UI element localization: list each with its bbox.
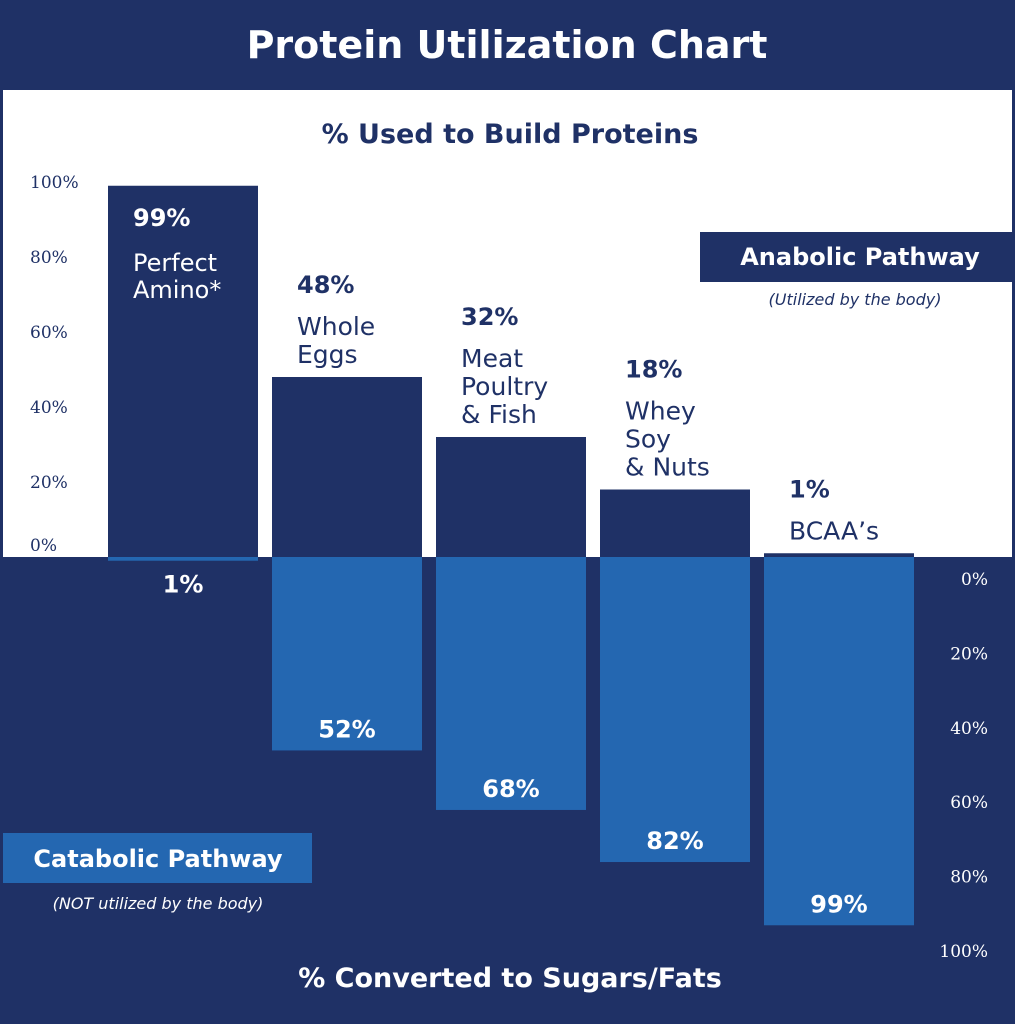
chart-title: Protein Utilization Chart <box>247 23 768 67</box>
catabolic-legend-box <box>3 833 312 883</box>
catabolic-legend-label: Catabolic Pathway <box>33 845 283 873</box>
catabolic-legend-note: (NOT utilized by the body) <box>53 894 264 913</box>
category-label: Poultry <box>461 372 548 401</box>
bottom-tick-label: 100% <box>939 942 988 962</box>
anabolic-legend-label: Anabolic Pathway <box>740 243 980 271</box>
anabolic-bar <box>764 553 914 557</box>
top-tick-label: 100% <box>30 173 79 193</box>
category-label: Amino* <box>133 276 221 304</box>
catabolic-bar <box>600 557 750 863</box>
anabolic-value-label: 18% <box>625 356 682 384</box>
anabolic-value-label: 99% <box>133 204 190 232</box>
bottom-tick-label: 40% <box>950 719 988 739</box>
top-tick-label: 60% <box>30 323 68 343</box>
top-tick-label: 0% <box>30 536 57 556</box>
catabolic-value-label: 82% <box>646 827 703 855</box>
anabolic-bar <box>600 489 750 557</box>
anabolic-bar <box>108 185 258 557</box>
catabolic-value-label: 99% <box>810 890 867 918</box>
catabolic-bar <box>436 557 586 810</box>
bottom-tick-label: 60% <box>950 793 988 813</box>
bottom-axis-title: % Converted to Sugars/Fats <box>298 963 722 994</box>
top-tick-label: 80% <box>30 248 68 268</box>
top-axis-title: % Used to Build Proteins <box>322 119 699 150</box>
catabolic-value-label: 68% <box>482 775 539 803</box>
anabolic-bar <box>436 437 586 557</box>
catabolic-bar <box>272 557 422 751</box>
category-label: Whole <box>297 312 375 341</box>
category-label: Perfect <box>133 249 217 277</box>
category-label: Soy <box>625 425 671 454</box>
anabolic-value-label: 1% <box>789 475 830 503</box>
catabolic-value-label: 1% <box>163 571 204 599</box>
anabolic-value-label: 32% <box>461 303 518 331</box>
top-tick-label: 20% <box>30 473 68 493</box>
category-label: & Fish <box>461 400 537 429</box>
category-label: BCAA’s <box>789 516 879 545</box>
anabolic-legend-box <box>700 232 1012 282</box>
anabolic-value-label: 48% <box>297 271 354 299</box>
anabolic-bar <box>272 377 422 557</box>
catabolic-value-label: 52% <box>318 715 375 743</box>
bottom-tick-label: 80% <box>950 868 988 888</box>
category-label: Whey <box>625 397 696 426</box>
bottom-tick-label: 20% <box>950 644 988 664</box>
category-label: Meat <box>461 344 523 373</box>
category-label: Eggs <box>297 340 358 369</box>
catabolic-bar <box>108 557 258 561</box>
catabolic-bar <box>764 557 914 926</box>
bottom-tick-label: 0% <box>961 570 988 590</box>
top-tick-label: 40% <box>30 398 68 418</box>
category-label: & Nuts <box>625 453 710 482</box>
anabolic-legend-note: (Utilized by the body) <box>769 290 942 309</box>
